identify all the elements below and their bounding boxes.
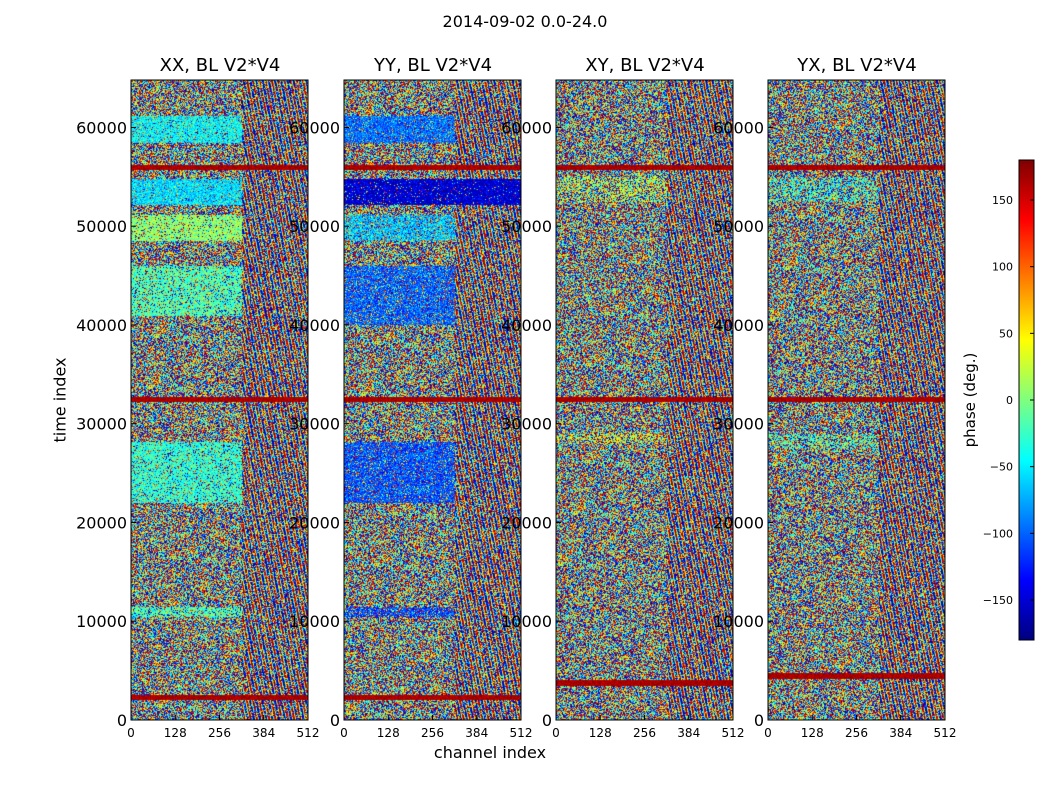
x-tick-label-1-0: 0: [340, 726, 348, 740]
y-tick-label-2-50000: 50000: [501, 217, 552, 236]
colorbar: 150 100 50 0 −50 −100 −150: [983, 159, 1035, 641]
x-tick-label-2-512: 512: [722, 726, 745, 740]
colorbar-tick-label-0: 150: [992, 194, 1013, 207]
y-tick-label-0-30000: 30000: [76, 415, 127, 434]
y-tick-label-2-30000: 30000: [501, 415, 552, 434]
y-tick-label-0-50000: 50000: [76, 217, 127, 236]
x-tick-label-1-256: 256: [421, 726, 444, 740]
y-tick-label-0-40000: 40000: [76, 316, 127, 335]
heatmap-image-0: [131, 80, 308, 720]
y-tick-label-0-60000: 60000: [76, 118, 127, 137]
y-tick-label-0-0: 0: [117, 711, 127, 730]
y-tick-label-2-60000: 60000: [501, 118, 552, 137]
panel-title-xx: XX, BL V2*V4: [159, 55, 281, 76]
heatmap-image-2: [556, 80, 733, 720]
y-tick-label-3-40000: 40000: [713, 316, 764, 335]
y-tick-label-2-20000: 20000: [501, 513, 552, 532]
y-tick-label-2-40000: 40000: [501, 316, 552, 335]
colorbar-tick-label-6: −150: [983, 594, 1013, 607]
heatmap-image-1: [344, 80, 521, 720]
x-tick-label-2-128: 128: [589, 726, 612, 740]
heatmap-panels: [130, 79, 946, 721]
x-tick-label-0-0: 0: [127, 726, 135, 740]
y-tick-label-3-10000: 10000: [713, 612, 764, 631]
heatmap-panel-2: [555, 79, 734, 721]
heatmap-image-3: [768, 80, 945, 720]
colorbar-tick-label-1: 100: [992, 261, 1013, 274]
figure-suptitle: 2014-09-02 0.0-24.0: [442, 12, 608, 31]
x-tick-label-3-128: 128: [801, 726, 824, 740]
y-tick-label-3-0: 0: [754, 711, 764, 730]
y-tick-label-1-10000: 10000: [289, 612, 340, 631]
y-tick-label-0-10000: 10000: [76, 612, 127, 631]
x-tick-label-3-512: 512: [934, 726, 957, 740]
y-tick-label-0-20000: 20000: [76, 513, 127, 532]
y-tick-label-2-0: 0: [542, 711, 552, 730]
colorbar-tick-label-4: −50: [990, 461, 1013, 474]
y-tick-label-3-60000: 60000: [713, 118, 764, 137]
x-tick-label-0-384: 384: [252, 726, 275, 740]
colorbar-tick-label-5: −100: [983, 527, 1013, 540]
x-tick-label-0-128: 128: [164, 726, 187, 740]
panel-title-xy: XY, BL V2*V4: [585, 55, 705, 76]
x-axis-label: channel index: [433, 743, 547, 762]
x-tick-label-2-0: 0: [552, 726, 560, 740]
x-tick-label-3-0: 0: [764, 726, 772, 740]
y-tick-label-1-20000: 20000: [289, 513, 340, 532]
x-tick-label-1-128: 128: [377, 726, 400, 740]
x-tick-label-2-256: 256: [633, 726, 656, 740]
y-axis-label: time index: [50, 357, 70, 443]
y-tick-label-1-60000: 60000: [289, 118, 340, 137]
colorbar-tick-label-2: 50: [999, 327, 1013, 340]
x-tick-label-2-384: 384: [677, 726, 700, 740]
panel-title-yx: YX, BL V2*V4: [797, 55, 917, 76]
colorbar-tick-label-3: 0: [1006, 394, 1013, 407]
y-tick-label-1-40000: 40000: [289, 316, 340, 335]
y-tick-label-1-0: 0: [330, 711, 340, 730]
x-tick-label-1-512: 512: [510, 726, 533, 740]
x-tick-label-3-256: 256: [845, 726, 868, 740]
y-tick-label-2-10000: 10000: [501, 612, 552, 631]
y-tick-label-1-30000: 30000: [289, 415, 340, 434]
x-tick-label-1-384: 384: [465, 726, 488, 740]
colorbar-label: phase (deg.): [961, 352, 979, 448]
x-tick-label-0-512: 512: [297, 726, 320, 740]
y-tick-label-3-50000: 50000: [713, 217, 764, 236]
heatmap-panel-1: [343, 79, 522, 721]
axes-layer: 0 128 256 384 512 0 10000 20000 30000 40000 50000 6…: [76, 118, 956, 740]
y-tick-label-3-20000: 20000: [713, 513, 764, 532]
heatmap-panel-0: [130, 79, 309, 721]
panel-title-yy: YY, BL V2*V4: [373, 55, 493, 76]
y-tick-label-3-30000: 30000: [713, 415, 764, 434]
y-tick-label-1-50000: 50000: [289, 217, 340, 236]
heatmap-panel-3: [767, 79, 946, 721]
x-tick-label-0-256: 256: [208, 726, 231, 740]
x-tick-label-3-384: 384: [889, 726, 912, 740]
